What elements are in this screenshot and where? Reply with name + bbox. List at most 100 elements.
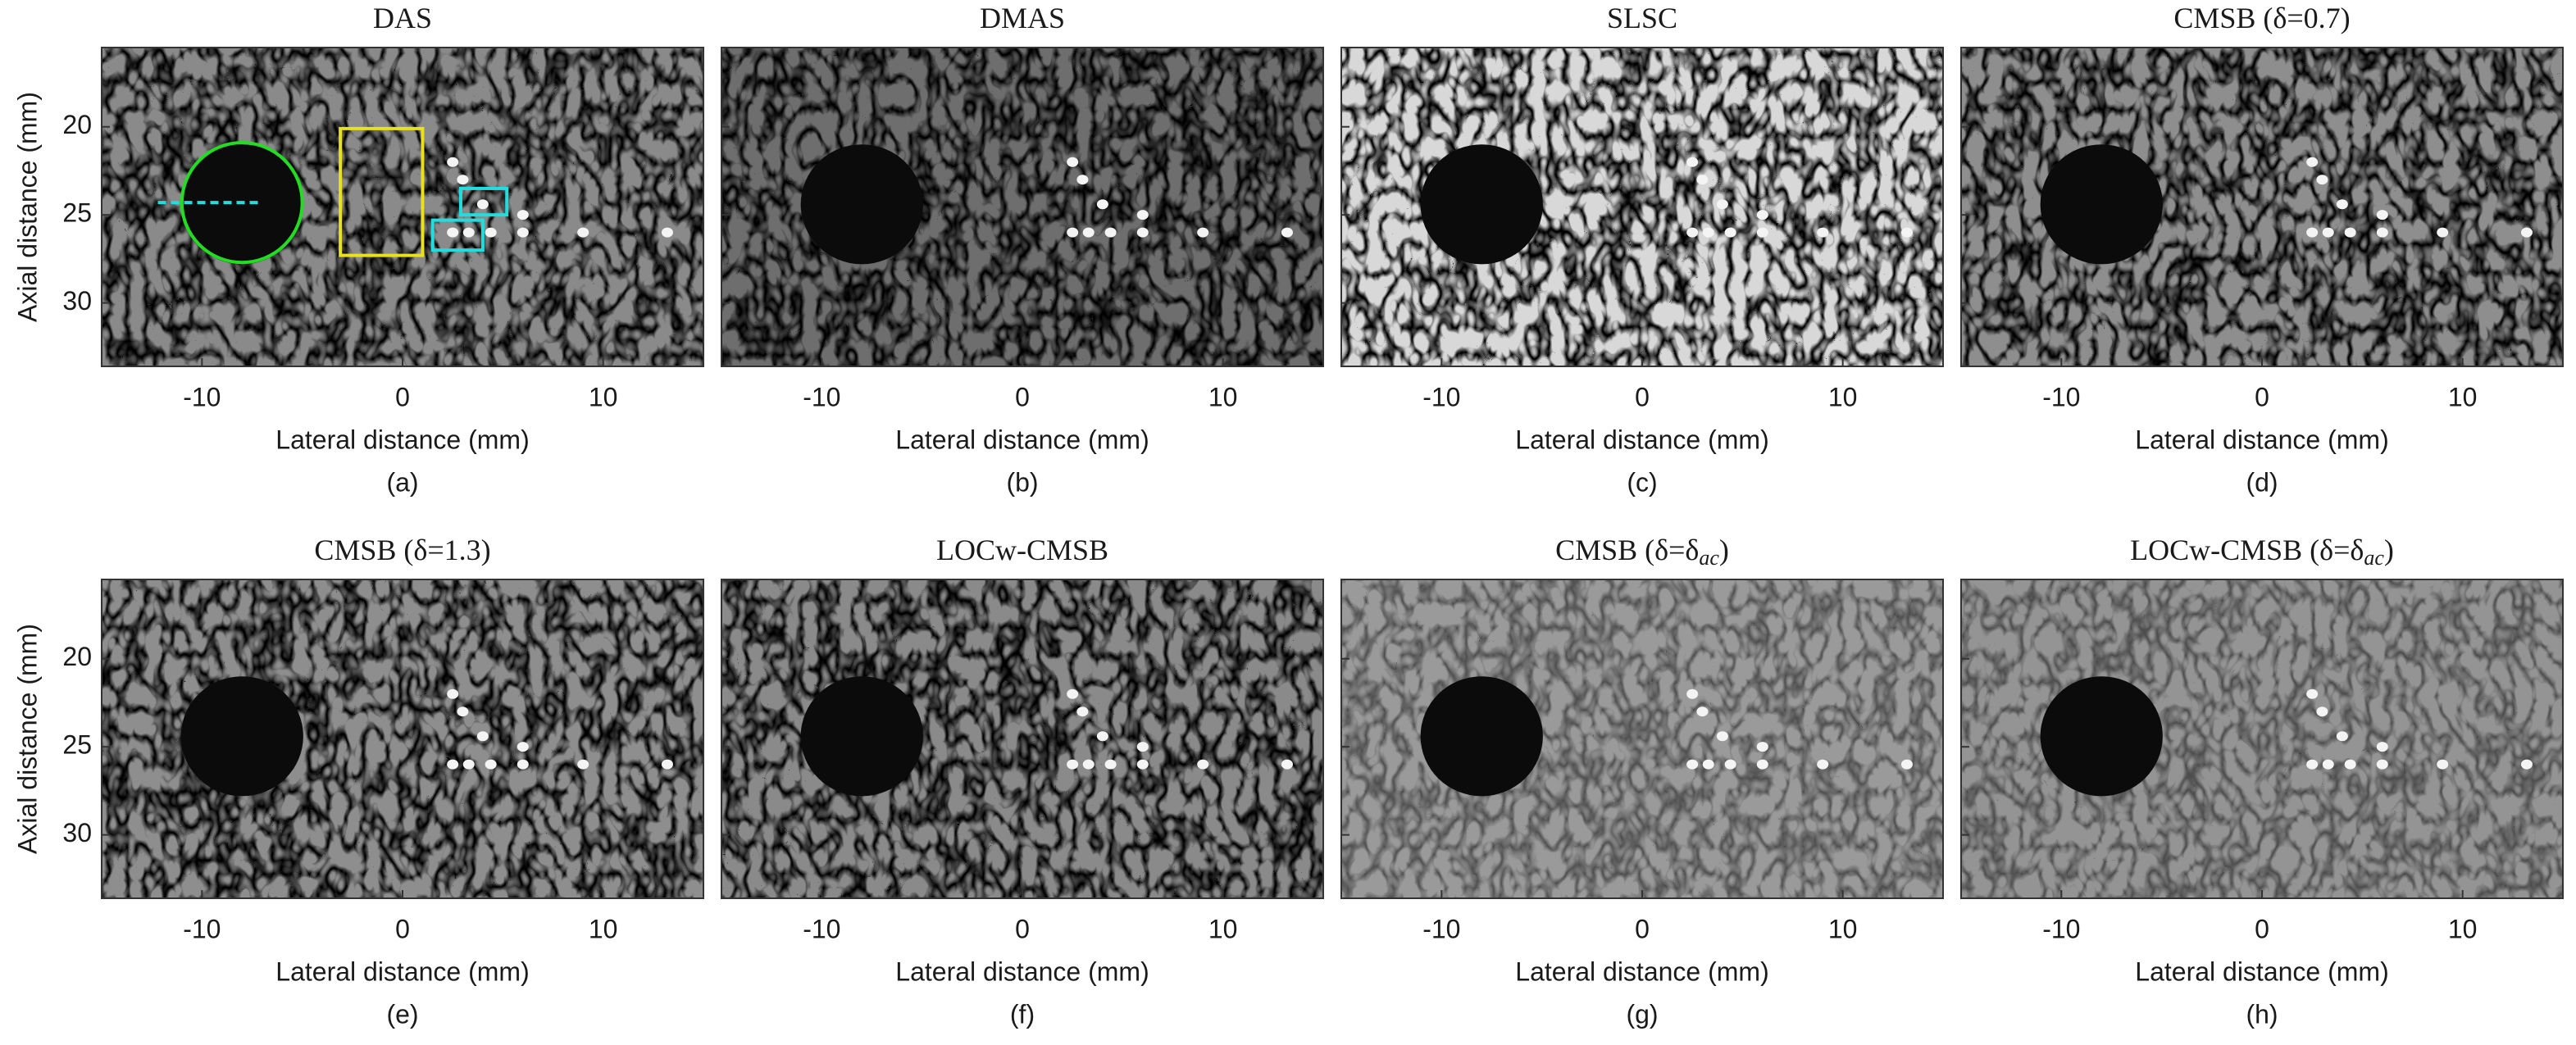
title-text: DAS	[373, 2, 432, 34]
panel-caption: (h)	[2246, 999, 2278, 1029]
point-target	[1817, 227, 1829, 238]
point-target	[2306, 688, 2319, 699]
point-target	[1136, 759, 1149, 770]
y-axis-label: Axial distance (mm)	[12, 624, 42, 854]
x-tick-label: -10	[2042, 382, 2080, 411]
point-target	[661, 227, 673, 238]
panel-caption: (c)	[1627, 467, 1657, 497]
point-target	[1197, 759, 1209, 770]
cyst	[2040, 144, 2163, 265]
cyst	[800, 676, 923, 797]
point-target	[2376, 759, 2388, 770]
point-target	[1076, 707, 1089, 717]
x-tick-label: 10	[589, 914, 618, 943]
ultrasound-image	[1341, 579, 1943, 898]
ultrasound-image	[1961, 579, 2563, 898]
panel-caption: (a)	[386, 467, 418, 497]
x-tick-label: 0	[2255, 382, 2269, 411]
title-text: DMAS	[980, 2, 1065, 34]
panel-title: CMSB (δ=δac)	[1555, 534, 1729, 570]
x-tick-label: 10	[589, 382, 618, 411]
x-tick-label: 10	[1208, 382, 1238, 411]
x-axis-label: Lateral distance (mm)	[2135, 425, 2388, 454]
cyst	[180, 676, 303, 797]
point-target	[1817, 759, 1829, 770]
y-tick-label: 25	[62, 198, 92, 228]
x-axis-label: Lateral distance (mm)	[1515, 956, 1768, 986]
x-tick-label: 0	[1635, 914, 1650, 943]
point-target	[517, 210, 529, 220]
panel-caption: (g)	[1626, 999, 1658, 1029]
point-target	[1900, 227, 1913, 238]
title-text: CMSB (δ=0.7)	[2173, 2, 2350, 34]
point-target	[485, 227, 497, 238]
point-target	[1724, 759, 1736, 770]
point-target	[517, 759, 529, 770]
point-target	[2376, 227, 2388, 238]
y-tick-label: 20	[62, 110, 92, 139]
point-target	[1067, 688, 1079, 699]
title-text: LOCw-CMSB (δ=δ	[2130, 534, 2364, 566]
x-tick-label: -10	[183, 914, 221, 943]
point-target	[1104, 227, 1117, 238]
point-target	[2322, 759, 2334, 770]
title-text: CMSB (δ=δ	[1555, 534, 1699, 566]
point-target	[476, 731, 489, 742]
point-target	[1686, 688, 1699, 699]
point-target	[517, 227, 529, 238]
point-target	[2336, 199, 2348, 210]
title-text: CMSB (δ=1.3)	[314, 534, 490, 566]
point-target	[577, 759, 589, 770]
point-target	[1281, 759, 1293, 770]
x-tick-label: 0	[1015, 382, 1030, 411]
point-target	[1900, 759, 1913, 770]
point-target	[1136, 227, 1149, 238]
point-target	[462, 759, 475, 770]
point-target	[447, 157, 459, 167]
point-target	[661, 759, 673, 770]
point-target	[1136, 742, 1149, 752]
point-target	[1076, 175, 1089, 185]
title-end: )	[1719, 534, 1729, 566]
cyst	[1420, 676, 1543, 797]
x-tick-label: 10	[1828, 914, 1858, 943]
point-target	[1686, 227, 1699, 238]
panel-title: DMAS	[980, 2, 1065, 34]
panel-caption: (d)	[2246, 467, 2278, 497]
point-target	[1096, 199, 1108, 210]
x-tick-label: -10	[803, 914, 840, 943]
title-subscript: ac	[2364, 546, 2384, 570]
point-target	[485, 759, 497, 770]
point-target	[1696, 175, 1709, 185]
point-target	[517, 742, 529, 752]
title-text: SLSC	[1607, 2, 1677, 34]
panel-caption: (e)	[386, 999, 418, 1029]
point-target	[577, 227, 589, 238]
point-target	[2376, 742, 2388, 752]
x-tick-label: -10	[1422, 914, 1460, 943]
point-target	[447, 227, 459, 238]
point-target	[1756, 210, 1768, 220]
ultrasound-image	[1961, 48, 2563, 366]
x-axis-label: Lateral distance (mm)	[895, 425, 1149, 454]
title-text: LOCw-CMSB	[936, 534, 1108, 566]
ultrasound-image	[102, 48, 703, 366]
target-box	[430, 218, 485, 252]
point-target	[476, 199, 489, 210]
y-tick-label: 30	[62, 818, 92, 847]
y-tick-label: 20	[62, 642, 92, 671]
ultrasound-image	[1341, 48, 1943, 366]
x-tick-label: 0	[1635, 382, 1650, 411]
point-target	[462, 227, 475, 238]
point-target	[447, 759, 459, 770]
point-target	[2376, 210, 2388, 220]
y-tick-label: 30	[62, 286, 92, 316]
x-tick-label: 0	[2255, 914, 2269, 943]
point-target	[1197, 227, 1209, 238]
point-target	[1104, 759, 1117, 770]
point-target	[457, 707, 469, 717]
panel-title: LOCw-CMSB (δ=δac)	[2130, 534, 2394, 570]
x-tick-label: 10	[1208, 914, 1238, 943]
panel-title: SLSC	[1607, 2, 1677, 34]
